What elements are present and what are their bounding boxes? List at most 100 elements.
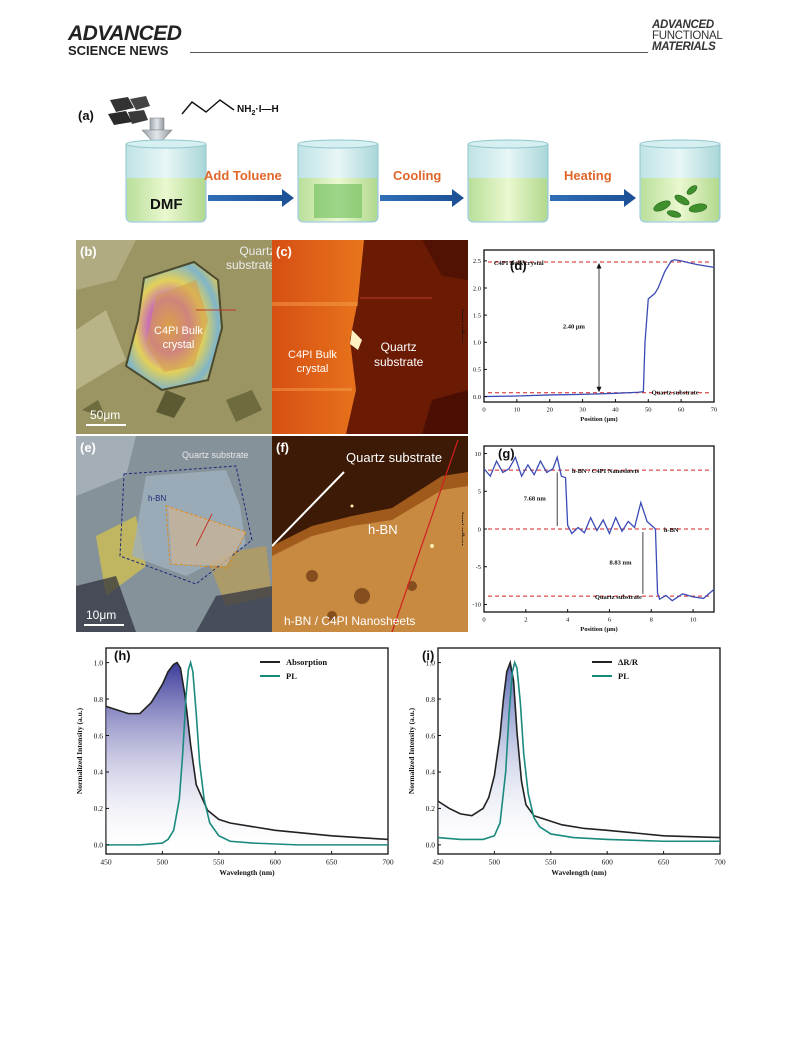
g-quartz-annotation: Quartz substrate <box>595 594 642 601</box>
beaker-dmf <box>125 139 207 223</box>
series-fill-0 <box>106 662 388 845</box>
scale-bar-label: 50μm <box>90 408 121 422</box>
spectrum-i: 450 500 550 600 650 700 0.0 0.2 0.4 0.6 0.8 1.0 Wave… <box>407 647 726 877</box>
nanosheet-leaves-icon <box>653 185 708 218</box>
c4pi-bulk-crystal-label: C4PI Bulk crystal <box>154 324 203 352</box>
step-arrow-head-bottom <box>596 386 602 393</box>
legend-label-0: Absorption <box>286 657 327 667</box>
x-tick-label-0: 0 <box>482 617 485 624</box>
butylammonium-molecule-icon <box>181 99 235 115</box>
panel-a: (a) <box>70 92 730 232</box>
x-tick-label-3: 30 <box>579 407 586 414</box>
journal-logo-left: ADVANCED SCIENCE NEWS <box>68 23 182 58</box>
y-tick-label-2: 1.0 <box>473 340 481 347</box>
beaker-heating <box>639 139 721 223</box>
panel-g-chart: 0 2 4 6 8 10 -10 -5 0 5 10 Position (μm) Height (nm)… <box>458 440 720 636</box>
step-add-toluene: Add Toluene <box>204 168 282 183</box>
panel-i-label: (i) <box>422 648 435 663</box>
panel-a-label: (a) <box>78 108 94 123</box>
y-tick-label-4: 2.0 <box>473 285 481 292</box>
y-tick-label-5: 1.0 <box>94 658 104 667</box>
x-tick-label-1: 10 <box>514 407 521 414</box>
nanosheet-image <box>76 436 272 632</box>
beaker-toluene <box>297 139 379 223</box>
y-axis-label: Height (um) <box>462 309 465 343</box>
y-tick-label-4: 10 <box>475 451 482 458</box>
series-line-1 <box>106 659 388 846</box>
down-arrow-icon <box>141 117 173 147</box>
panel-b-micrograph: (b) Quartz substrate C4PI Bulk crystal 5… <box>76 240 272 434</box>
y-tick-label-2: 0.4 <box>94 768 104 777</box>
x-tick-label-3: 600 <box>602 858 614 867</box>
height-profile-d: 0 10 20 30 40 50 60 70 0.0 0.5 1.0 1.5 2.0 2.5 Positio… <box>458 249 718 423</box>
step-height-annotation: 2.40 μm <box>563 324 586 331</box>
y-tick-label-0: -10 <box>472 602 481 609</box>
x-tick-label-7: 70 <box>711 407 718 414</box>
g-step1-annotation: 7.68 nm <box>524 495 547 502</box>
y-tick-label-0: 0.0 <box>426 841 436 850</box>
x-tick-label-2: 550 <box>213 858 225 867</box>
synthesis-schematic <box>108 96 721 223</box>
y-tick-label-1: 0.5 <box>473 367 481 374</box>
y-axis-label: Height (nm) <box>462 512 465 546</box>
legend-label-1: PL <box>286 671 297 681</box>
x-tick-label-5: 700 <box>714 858 726 867</box>
afm-crystal-line-1: C4PI Bulk <box>288 349 337 361</box>
afm-quartz-line-1: Quartz <box>380 340 417 354</box>
panel-h-chart: 450 500 550 600 650 700 0.0 0.2 0.4 0.6 0.8 1.0 Wave… <box>70 640 400 888</box>
panel-d-label: (d) <box>510 258 527 273</box>
panel-d-chart: 0 10 20 30 40 50 60 70 0.0 0.5 1.0 1.5 2.0 2.5 Positio… <box>458 244 720 440</box>
arrow-heating <box>550 189 636 207</box>
y-tick-label-1: 0.2 <box>426 804 436 813</box>
e-scale-bar-label: 10μm <box>86 608 117 622</box>
panel-i-chart: 450 500 550 600 650 700 0.0 0.2 0.4 0.6 0.8 1.0 Wave… <box>402 640 732 888</box>
series-line-0 <box>483 259 715 398</box>
x-tick-label-1: 2 <box>524 617 527 624</box>
afm-crystal-line-2: crystal <box>296 363 329 375</box>
x-tick-label-5: 700 <box>382 858 394 867</box>
x-tick-label-2: 20 <box>546 407 553 414</box>
scale-bar <box>86 424 126 426</box>
afm-height-map <box>272 240 468 434</box>
logo-science-news-text: SCIENCE NEWS <box>68 43 169 58</box>
panel-g-label: (g) <box>498 446 515 461</box>
series-line-1 <box>437 660 720 843</box>
formula-text: NH2·I—H <box>237 104 279 117</box>
bulk-crystal-annotation: C4PI Bulk crystal <box>494 260 544 267</box>
x-tick-label-4: 8 <box>650 617 653 624</box>
step-heating: Heating <box>564 168 612 183</box>
beaker-cooling <box>467 139 549 223</box>
y-tick-label-0: 0.0 <box>473 394 481 401</box>
formula-nh: NH <box>237 104 252 115</box>
x-axis-label: Wavelength (nm) <box>551 868 607 877</box>
logo-line-1: ADVANCED <box>652 19 714 31</box>
x-tick-label-1: 500 <box>489 858 501 867</box>
f-stack-label: h-BN / C4PI Nanosheets <box>284 614 416 628</box>
x-tick-label-4: 40 <box>612 407 619 414</box>
step-cooling: Cooling <box>393 168 442 183</box>
x-tick-label-1: 500 <box>157 858 169 867</box>
y-tick-label-3: 5 <box>478 489 481 496</box>
formula-sub: 2 <box>251 110 256 117</box>
x-tick-label-2: 550 <box>545 858 557 867</box>
step-arrow-head-top <box>596 263 602 269</box>
x-tick-label-0: 450 <box>432 858 444 867</box>
x-tick-label-5: 50 <box>645 407 652 414</box>
perovskite-crystals-icon <box>108 96 150 125</box>
x-tick-label-5: 10 <box>690 617 697 624</box>
x-tick-label-4: 650 <box>326 858 338 867</box>
y-tick-label-2: 0 <box>478 526 481 533</box>
y-tick-label-3: 0.6 <box>94 731 104 740</box>
afm-quartz-label: Quartz substrate <box>374 340 423 370</box>
x-tick-label-0: 0 <box>482 407 485 414</box>
panel-e-label: (e) <box>80 440 96 455</box>
e-scale-bar <box>84 624 124 626</box>
series-fill-0 <box>438 662 720 845</box>
dmf-label: DMF <box>150 196 183 213</box>
x-axis-label: Position (μm) <box>580 416 617 423</box>
panel-e-micrograph: (e) Quartz substrate h-BN 10μm <box>76 436 272 632</box>
y-tick-label-1: 0.2 <box>94 804 104 813</box>
logo-line-3: MATERIALS <box>652 41 716 53</box>
series-line-0 <box>483 455 715 602</box>
y-tick-label-5: 2.5 <box>473 258 481 265</box>
